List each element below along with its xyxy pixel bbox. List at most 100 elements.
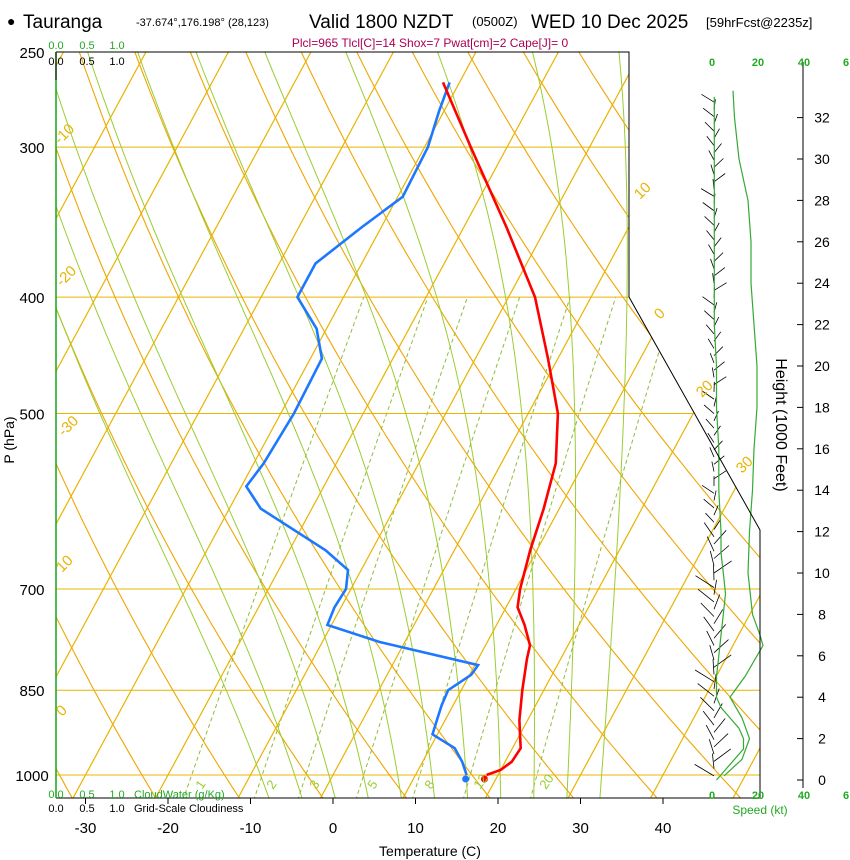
wind-barb xyxy=(713,361,725,371)
header-forecast: [59hrFcst@2235z] xyxy=(706,15,812,30)
mixing-ratio-line xyxy=(462,296,617,798)
wind-barb xyxy=(712,753,715,769)
height-tick-label: 2 xyxy=(818,731,826,747)
dry-adiabat xyxy=(675,52,760,798)
x-tick-label: -20 xyxy=(157,820,179,837)
wind-barb xyxy=(705,324,715,335)
wind-barb xyxy=(705,418,715,429)
wind-barb xyxy=(713,609,724,624)
x-tick-label: 40 xyxy=(655,820,672,837)
cloudiness-label: Grid-Scale Cloudiness xyxy=(134,803,244,815)
cloud-scale-top-label: 1.0 xyxy=(109,40,124,52)
moist-adiabat xyxy=(137,52,403,798)
moist-adiabat xyxy=(56,52,271,798)
wind-barb xyxy=(711,367,715,378)
mixing-ratio-line xyxy=(411,296,571,798)
wind-barb xyxy=(702,202,715,212)
header-coords: -37.674°,176.198° (28,123) xyxy=(136,17,269,29)
isotherm-label: 0 xyxy=(651,305,669,323)
mixing-ratio-label: 20 xyxy=(536,771,557,791)
wind-barb xyxy=(694,669,715,683)
isotherm xyxy=(56,52,164,798)
wind-barb xyxy=(706,630,715,646)
height-tick-label: 32 xyxy=(814,110,830,126)
height-tick-label: 16 xyxy=(814,441,830,457)
height-tick-label: 22 xyxy=(814,317,830,333)
dry-adiabat xyxy=(56,52,242,798)
temperature-line xyxy=(441,81,560,777)
wind-barb xyxy=(706,135,715,146)
wind-barb xyxy=(713,173,726,183)
wind-barb xyxy=(713,252,724,262)
mixing-ratio-line xyxy=(297,296,468,798)
wind-barb xyxy=(708,244,715,255)
wind-barb xyxy=(709,644,715,661)
wind-barb xyxy=(713,748,732,762)
wind-barb xyxy=(713,519,721,530)
wind-barb xyxy=(703,522,715,538)
height-tick-label: 4 xyxy=(818,689,826,705)
wind-barb xyxy=(713,624,727,639)
moist-adiabat xyxy=(87,52,370,798)
wind-barb xyxy=(713,470,727,480)
speed-tick-top: 40 xyxy=(798,57,810,69)
wind-barb xyxy=(701,390,715,400)
isotherm-label: -30 xyxy=(55,412,82,439)
wind-barb xyxy=(713,128,720,139)
dry-adiabat xyxy=(345,52,760,798)
wind-barb xyxy=(713,376,727,385)
pressure-tick-label: 300 xyxy=(19,140,44,157)
isotherm xyxy=(56,52,329,798)
mixing-ratio-line xyxy=(529,296,676,798)
wind-barb xyxy=(707,338,715,349)
wind-barb xyxy=(713,565,715,581)
header-params: Plcl=965 Tlcl[C]=14 Shox=7 Pwat[cm]=2 Ca… xyxy=(292,36,569,50)
mixing-ratio-label: 8 xyxy=(421,777,437,792)
height-tick-label: 8 xyxy=(818,606,826,622)
wind-barb xyxy=(713,237,722,248)
wind-barb xyxy=(709,352,715,364)
cloud-scale-bottom-label: 1.0 xyxy=(109,803,124,815)
wind-barb xyxy=(708,739,715,755)
mixing-ratio-line xyxy=(253,296,429,798)
isotherm xyxy=(563,52,760,798)
cloud-scale-top-label: 0.5 xyxy=(79,56,94,68)
height-tick-label: 6 xyxy=(818,648,826,664)
wind-barb xyxy=(705,512,715,523)
dry-adiabat xyxy=(56,52,326,798)
wind-barb xyxy=(703,498,715,509)
cloudwater-label: CloudWater (g/Kg) xyxy=(134,789,225,801)
dry-adiabat xyxy=(71,52,493,798)
dry-adiabat xyxy=(291,52,760,798)
cloud-scale-bottom-label: 1.0 xyxy=(109,789,124,801)
speed-tick-bottom: 20 xyxy=(752,790,764,802)
mixing-ratio-line xyxy=(355,296,521,798)
height-tick-label: 20 xyxy=(814,358,830,374)
cloud-scale-bottom-label: 0.5 xyxy=(79,803,94,815)
wind-barb xyxy=(713,718,726,733)
wind-barb xyxy=(700,602,715,617)
pressure-tick-label: 400 xyxy=(19,290,44,307)
wind-barb xyxy=(709,550,715,566)
dry-adiabat xyxy=(620,52,760,798)
wind-speed-line xyxy=(713,96,745,781)
x-tick-label: 10 xyxy=(407,820,424,837)
height-tick-label: 26 xyxy=(814,234,830,250)
wind-barb xyxy=(713,505,719,516)
wind-barb xyxy=(713,282,727,291)
wind-barb xyxy=(713,594,721,610)
pressure-tick-label: 850 xyxy=(19,683,44,700)
wind-barb xyxy=(706,230,715,240)
wind-barb xyxy=(713,673,717,689)
dry-adiabat xyxy=(455,52,760,798)
isotherm xyxy=(56,52,247,798)
x-tick-label: -10 xyxy=(240,820,262,837)
wind-barb xyxy=(713,410,719,422)
x-axis-title: Temperature (C) xyxy=(379,843,481,859)
dry-adiabat xyxy=(126,52,576,798)
dry-adiabat xyxy=(56,52,158,798)
moist-adiabat xyxy=(195,52,436,798)
dry-adiabat xyxy=(56,52,409,798)
wind-barb xyxy=(706,536,715,552)
isotherm-label: -20 xyxy=(53,262,80,289)
